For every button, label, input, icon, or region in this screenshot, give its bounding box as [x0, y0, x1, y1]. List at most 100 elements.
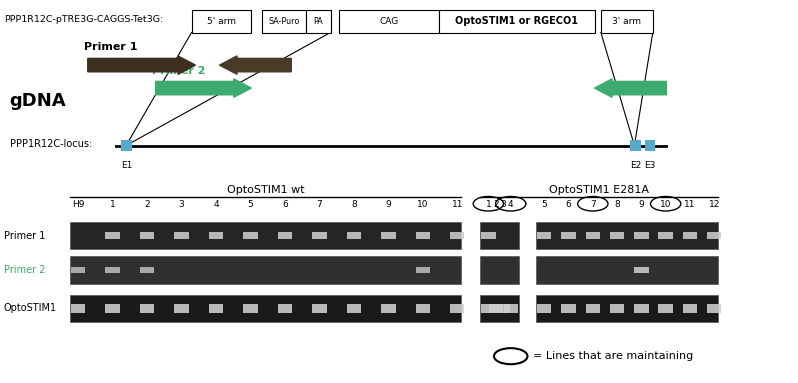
- Text: 7: 7: [590, 200, 595, 209]
- Bar: [480, 256, 519, 284]
- Bar: [610, 304, 624, 313]
- Bar: [683, 232, 697, 239]
- Text: 8: 8: [351, 200, 357, 209]
- Bar: [610, 232, 624, 239]
- Bar: [481, 232, 496, 239]
- Text: 6: 6: [566, 200, 571, 209]
- Bar: [175, 304, 189, 313]
- Text: 5' arm: 5' arm: [207, 17, 236, 26]
- Bar: [416, 304, 430, 313]
- Bar: [480, 222, 519, 249]
- Bar: [416, 267, 430, 273]
- Bar: [175, 232, 189, 239]
- Text: 2: 2: [144, 200, 150, 209]
- Bar: [70, 295, 461, 322]
- Text: 3: 3: [179, 200, 184, 209]
- Bar: [707, 232, 721, 239]
- Bar: [634, 232, 649, 239]
- Text: 7: 7: [317, 200, 322, 209]
- Bar: [439, 10, 595, 33]
- Text: E3: E3: [644, 161, 656, 170]
- Bar: [496, 304, 511, 313]
- Text: 5: 5: [247, 200, 254, 209]
- Text: 10: 10: [660, 200, 671, 209]
- Text: 1: 1: [485, 200, 492, 209]
- Bar: [450, 304, 464, 313]
- Bar: [209, 304, 223, 313]
- Text: Primer 1: Primer 1: [84, 42, 137, 52]
- Text: 10: 10: [417, 200, 429, 209]
- Bar: [70, 222, 461, 249]
- Bar: [140, 267, 154, 273]
- Bar: [105, 267, 120, 273]
- Bar: [488, 304, 503, 313]
- Bar: [683, 304, 697, 313]
- Text: OptoSTIM1 or RGECO1: OptoSTIM1 or RGECO1: [455, 16, 579, 26]
- Bar: [601, 10, 653, 33]
- Text: Primer 2: Primer 2: [152, 66, 205, 76]
- Bar: [192, 10, 251, 33]
- Bar: [586, 232, 600, 239]
- Text: 6: 6: [282, 200, 288, 209]
- Bar: [140, 304, 154, 313]
- Bar: [561, 232, 575, 239]
- Bar: [480, 295, 519, 322]
- Bar: [536, 222, 718, 249]
- Bar: [262, 10, 306, 33]
- Bar: [537, 232, 551, 239]
- Text: Primer 2: Primer 2: [4, 265, 45, 275]
- Text: 1: 1: [110, 200, 116, 209]
- Bar: [71, 267, 85, 273]
- Text: 4: 4: [508, 200, 514, 209]
- Bar: [634, 304, 649, 313]
- Bar: [71, 304, 85, 313]
- Text: PPP1R12C-locus:: PPP1R12C-locus:: [10, 139, 92, 149]
- Bar: [416, 232, 430, 239]
- Text: 8: 8: [614, 200, 620, 209]
- Bar: [536, 256, 718, 284]
- Text: CAG: CAG: [379, 17, 399, 26]
- Bar: [105, 304, 120, 313]
- Text: 12: 12: [709, 200, 720, 209]
- Bar: [140, 232, 154, 239]
- Bar: [381, 304, 396, 313]
- Bar: [339, 10, 439, 33]
- Text: 3' arm: 3' arm: [612, 17, 642, 26]
- Bar: [121, 140, 132, 151]
- Text: SA-Puro: SA-Puro: [268, 17, 299, 26]
- Text: E2: E2: [630, 161, 642, 170]
- Bar: [105, 232, 120, 239]
- Bar: [312, 304, 326, 313]
- Bar: [536, 295, 718, 322]
- Text: 4: 4: [213, 200, 219, 209]
- FancyArrow shape: [156, 79, 251, 97]
- Bar: [243, 304, 258, 313]
- Bar: [537, 304, 551, 313]
- Text: 3: 3: [500, 200, 506, 209]
- Bar: [209, 232, 223, 239]
- Bar: [312, 232, 326, 239]
- Bar: [504, 304, 518, 313]
- Text: PA: PA: [314, 17, 323, 26]
- Bar: [658, 304, 673, 313]
- Text: 9: 9: [638, 200, 644, 209]
- FancyArrow shape: [219, 56, 291, 74]
- Text: 5: 5: [541, 200, 547, 209]
- Text: OptoSTIM1: OptoSTIM1: [4, 303, 57, 313]
- Bar: [707, 304, 721, 313]
- FancyArrow shape: [88, 56, 196, 74]
- Bar: [586, 304, 600, 313]
- Text: PPP1R12C-pTRE3G-CAGGS-Tet3G:: PPP1R12C-pTRE3G-CAGGS-Tet3G:: [4, 15, 164, 25]
- Bar: [658, 232, 673, 239]
- Text: gDNA: gDNA: [10, 93, 66, 110]
- Bar: [481, 304, 496, 313]
- Bar: [346, 304, 361, 313]
- Text: 2: 2: [493, 200, 499, 209]
- Bar: [630, 140, 641, 151]
- Text: E1: E1: [120, 161, 132, 170]
- Text: 11: 11: [684, 200, 696, 209]
- Bar: [70, 256, 461, 284]
- Text: OptoSTIM1 E281A: OptoSTIM1 E281A: [549, 185, 650, 195]
- Bar: [450, 232, 464, 239]
- Bar: [346, 232, 361, 239]
